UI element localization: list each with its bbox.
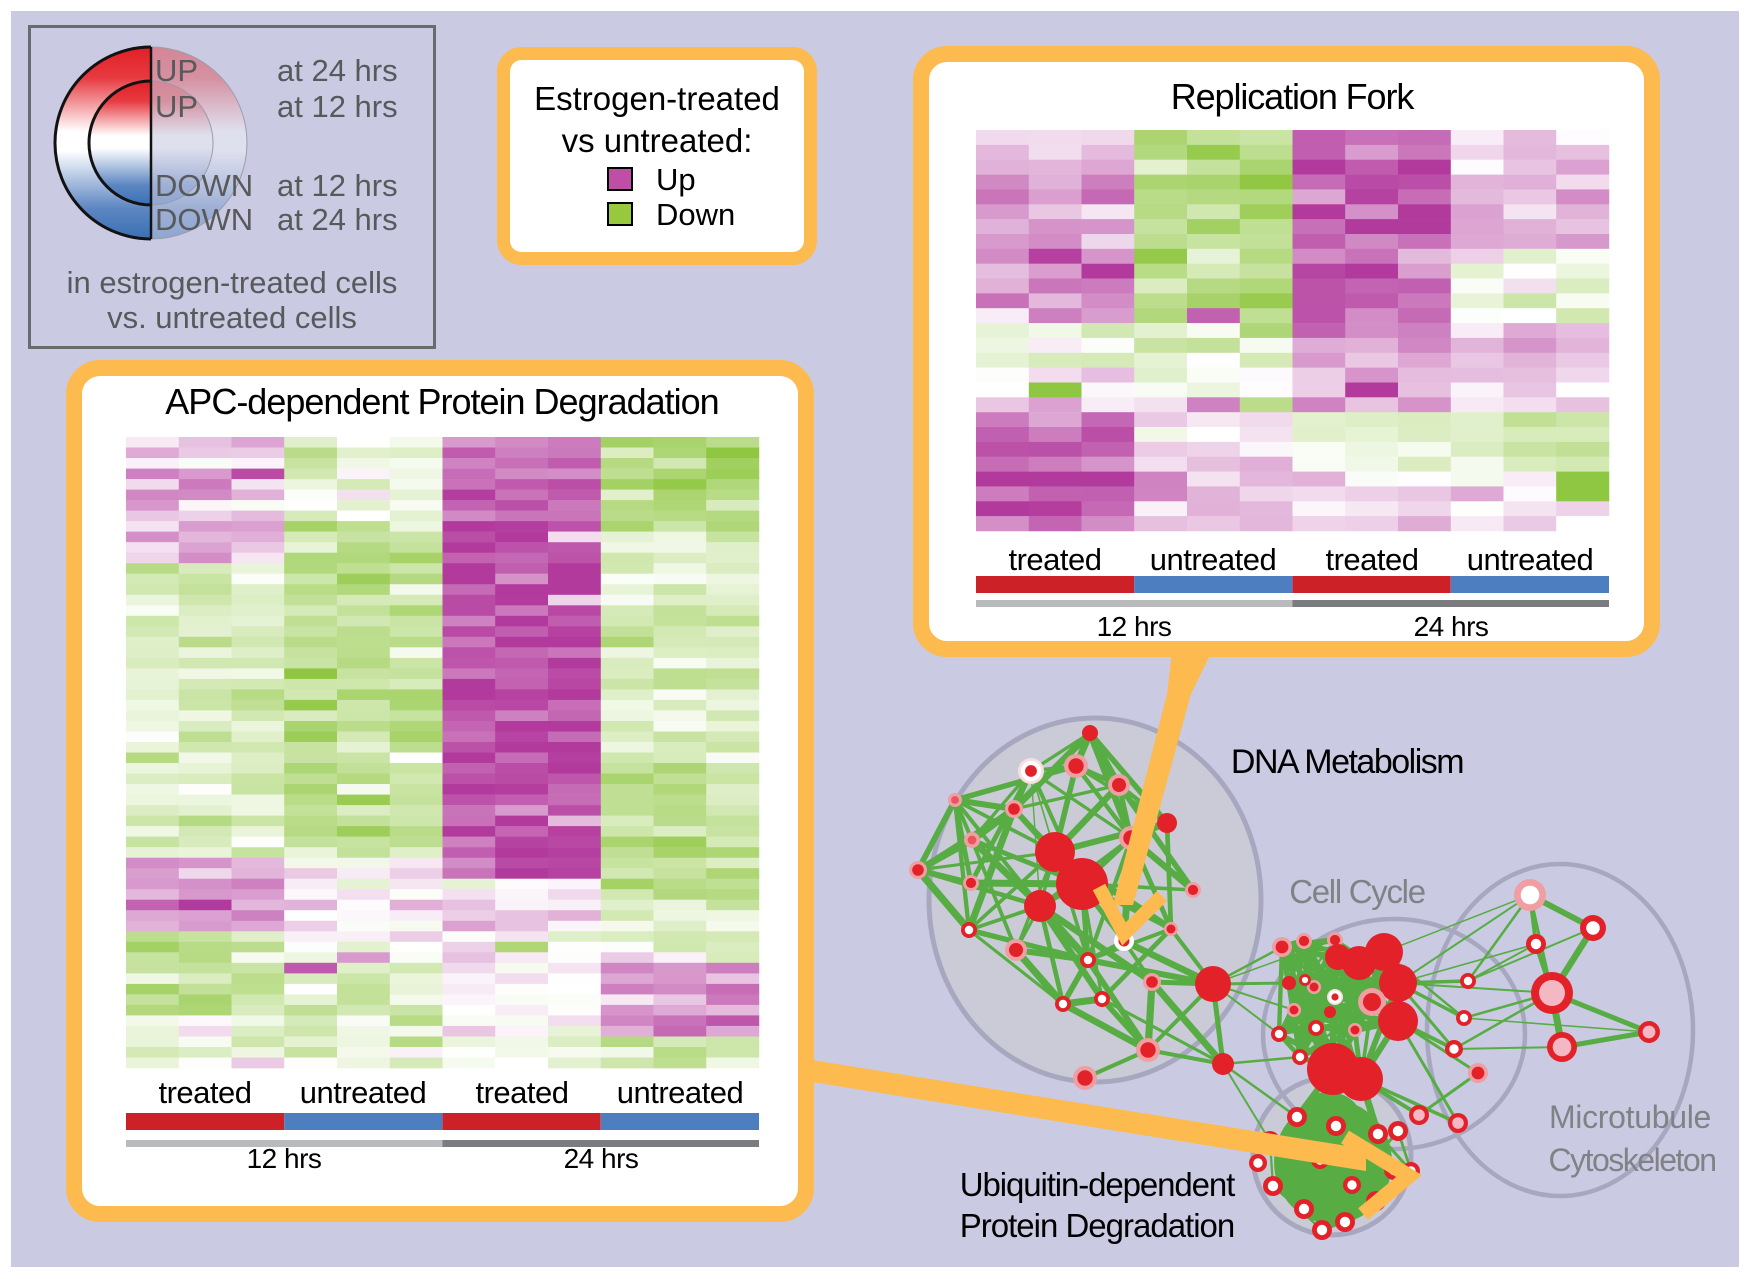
svg-text:in estrogen-treated cells: in estrogen-treated cells [67,265,398,300]
svg-text:untreated: untreated [1467,542,1594,577]
svg-text:UP: UP [155,53,198,88]
svg-text:Down: Down [656,197,735,232]
svg-text:Up: Up [656,162,696,197]
svg-text:untreated: untreated [617,1075,744,1110]
svg-text:at 24 hrs: at 24 hrs [277,53,398,88]
svg-text:DOWN: DOWN [155,168,253,203]
svg-text:12 hrs: 12 hrs [1097,611,1172,642]
svg-text:treated: treated [158,1075,251,1110]
svg-text:untreated: untreated [300,1075,427,1110]
svg-text:APC-dependent Protein Degradat: APC-dependent Protein Degradation [165,381,718,422]
svg-text:at 24 hrs: at 24 hrs [277,202,398,237]
svg-text:untreated: untreated [1150,542,1277,577]
svg-text:treated: treated [475,1075,568,1110]
svg-text:Replication Fork: Replication Fork [1171,76,1416,117]
svg-text:UP: UP [155,89,198,124]
svg-text:Microtubule: Microtubule [1549,1099,1711,1135]
svg-text:at 12 hrs: at 12 hrs [277,168,398,203]
svg-text:Cell Cycle: Cell Cycle [1289,873,1425,910]
svg-text:treated: treated [1325,542,1418,577]
svg-text:vs untreated:: vs untreated: [562,122,753,159]
svg-text:Protein Degradation: Protein Degradation [960,1207,1235,1244]
svg-text:24 hrs: 24 hrs [564,1143,639,1174]
svg-text:DOWN: DOWN [155,202,253,237]
svg-text:treated: treated [1008,542,1101,577]
svg-text:DNA Metabolism: DNA Metabolism [1231,743,1463,781]
svg-text:Ubiquitin-dependent: Ubiquitin-dependent [960,1166,1235,1203]
svg-text:24 hrs: 24 hrs [1414,611,1489,642]
svg-text:12 hrs: 12 hrs [247,1143,322,1174]
svg-text:vs. untreated cells: vs. untreated cells [107,300,357,335]
svg-text:at 12 hrs: at 12 hrs [277,89,398,124]
svg-text:Estrogen-treated: Estrogen-treated [534,80,780,117]
svg-text:Cytoskeleton: Cytoskeleton [1549,1142,1716,1178]
